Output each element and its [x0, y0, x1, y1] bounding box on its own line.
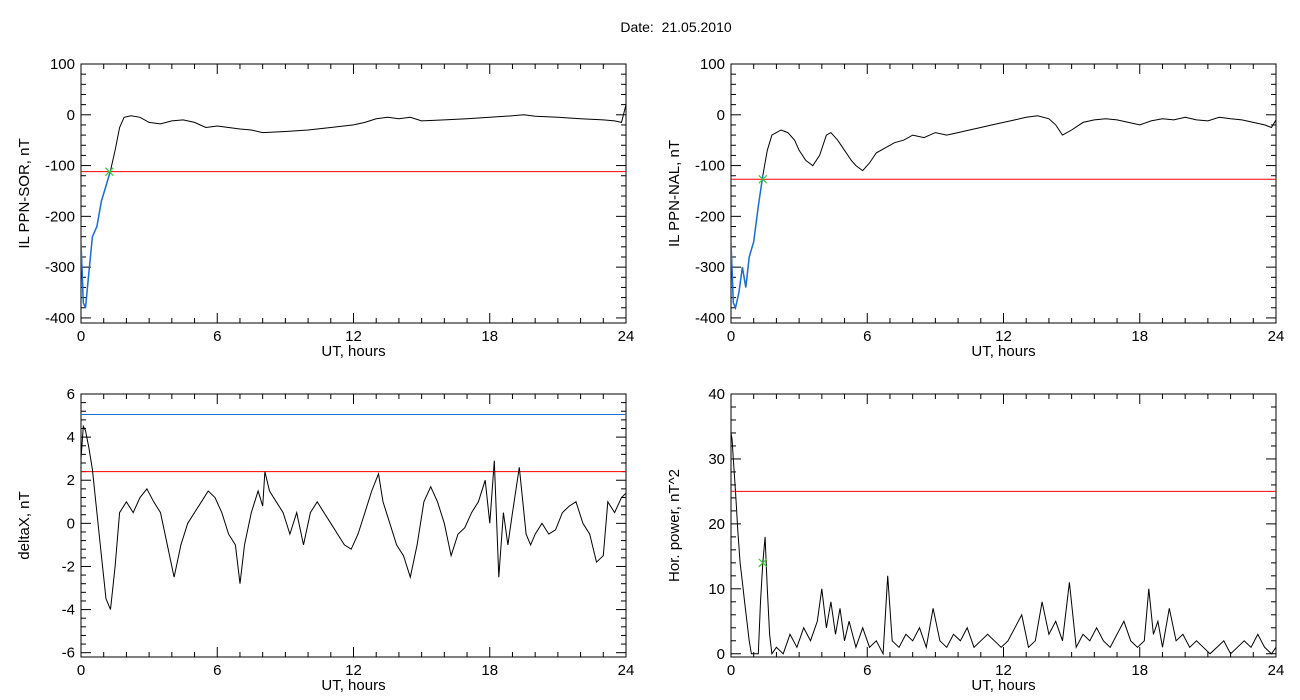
crossing-marker: [758, 558, 768, 568]
ylabel: IL PPN-SOR, nT: [16, 138, 33, 248]
x-tick-label: 6: [863, 662, 871, 679]
y-tick-label: -400: [45, 310, 75, 327]
highlight-trace: [731, 175, 764, 311]
data-trace: [731, 115, 1276, 310]
y-tick-label: 30: [708, 451, 725, 468]
x-tick-label: 12: [995, 662, 1012, 679]
x-tick-label: 24: [618, 662, 635, 679]
y-tick-label: -6: [62, 645, 75, 662]
y-tick-label: -4: [62, 602, 75, 619]
xlabel: UT, hours: [321, 343, 385, 360]
y-tick-label: 100: [700, 56, 725, 73]
x-tick-label: 18: [481, 328, 498, 345]
xlabel: UT, hours: [971, 677, 1035, 694]
x-tick-label: 12: [345, 662, 362, 679]
x-tick-label: 18: [481, 662, 498, 679]
y-tick-label: 10: [708, 581, 725, 598]
y-tick-label: -200: [45, 208, 75, 225]
data-trace: [81, 424, 626, 610]
y-tick-label: 6: [67, 386, 75, 403]
x-tick-label: 6: [213, 328, 221, 345]
panel-2: IL PPN-NAL, nT UT, hours 0 6 12 18 24 -400 -30…: [666, 56, 1284, 360]
ylabel: IL PPN-NAL, nT: [666, 140, 683, 247]
y-tick-label: -100: [695, 158, 725, 175]
x-tick-label: 24: [618, 328, 635, 345]
x-tick-label: 0: [77, 328, 85, 345]
panel-1: IL PPN-SOR, nT UT, hours 0 6 12 18 24 -400 -30…: [16, 56, 634, 360]
plot-frame: [730, 393, 1277, 658]
y-tick-label: 0: [717, 646, 725, 663]
y-tick-label: 2: [67, 472, 75, 489]
plot-frame: [80, 63, 627, 324]
page-title: Date: 21.05.2010: [620, 19, 732, 35]
data-trace: [731, 432, 1276, 656]
y-tick-label: 40: [708, 386, 725, 403]
x-tick-label: 0: [727, 662, 735, 679]
x-tick-label: 24: [1268, 328, 1285, 345]
y-tick-label: 0: [717, 107, 725, 124]
crossing-marker: [758, 174, 768, 184]
x-tick-label: 24: [1268, 662, 1285, 679]
y-tick-label: 100: [50, 56, 75, 73]
y-tick-label: -100: [45, 158, 75, 175]
x-tick-label: 12: [995, 328, 1012, 345]
ylabel: deltaX, nT: [16, 491, 33, 559]
plot-frame: [730, 63, 1277, 324]
x-tick-label: 0: [77, 662, 85, 679]
y-tick-label: -300: [695, 259, 725, 276]
x-tick-label: 18: [1131, 662, 1148, 679]
x-tick-label: 12: [345, 328, 362, 345]
xlabel: UT, hours: [971, 343, 1035, 360]
x-tick-label: 6: [863, 328, 871, 345]
y-tick-label: 0: [67, 107, 75, 124]
ylabel: Hor. power, nT^2: [666, 469, 683, 582]
y-tick-label: -300: [45, 259, 75, 276]
y-tick-label: -2: [62, 558, 75, 575]
y-tick-label: -200: [695, 208, 725, 225]
x-tick-label: 0: [727, 328, 735, 345]
crossing-marker: [104, 167, 114, 177]
highlight-trace: [81, 170, 112, 309]
y-tick-label: -400: [695, 310, 725, 327]
y-tick-label: 20: [708, 516, 725, 533]
x-tick-label: 18: [1131, 328, 1148, 345]
y-tick-label: 0: [67, 515, 75, 532]
data-trace: [81, 104, 626, 308]
panel-4: Hor. power, nT^2 UT, hours 0 6 12 18 24 0 10 20…: [666, 386, 1284, 694]
x-tick-label: 6: [213, 662, 221, 679]
y-tick-label: 4: [67, 429, 75, 446]
xlabel: UT, hours: [321, 677, 385, 694]
